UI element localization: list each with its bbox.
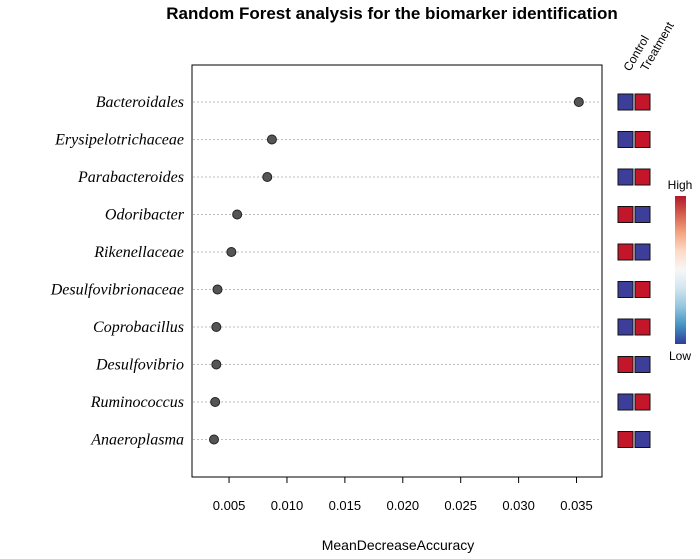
heatmap-cell — [617, 393, 634, 411]
category-label: Anaeroplasma — [90, 432, 184, 449]
category-label: Bacteroidales — [96, 94, 184, 111]
x-tick-label: 0.015 — [329, 498, 362, 513]
heatmap-cell — [634, 393, 651, 411]
x-tick-label: 0.030 — [502, 498, 535, 513]
category-label: Parabacteroides — [77, 169, 184, 186]
grid-lines — [193, 101, 601, 440]
heatmap-cell — [617, 131, 634, 148]
heatmap-cell — [634, 93, 651, 111]
x-tick-label: 0.035 — [560, 498, 593, 513]
heatmap-cell — [617, 356, 634, 373]
data-point — [211, 322, 222, 332]
data-point — [212, 284, 223, 295]
colorbar-low-label: Low — [669, 349, 691, 363]
category-labels: Bacteroidales Erysipelotrichaceae Parabact… — [50, 94, 185, 449]
heatmap-cell — [634, 356, 651, 373]
heatmap-cell — [634, 281, 651, 298]
category-label: Desulfovibrio — [95, 357, 184, 374]
heatmap-cell — [617, 206, 634, 223]
x-tick-label: 0.025 — [444, 498, 477, 513]
colorbar — [675, 196, 686, 344]
heatmap-cell — [617, 93, 634, 111]
x-tick-label: 0.005 — [213, 498, 246, 513]
data-point — [262, 172, 273, 182]
heatmap-cell — [634, 318, 651, 336]
data-point — [210, 397, 221, 407]
heatmap-cell — [617, 168, 634, 186]
heatmap-cell — [634, 431, 651, 448]
x-axis: 0.005 0.010 0.015 0.020 0.025 0.030 0.035 — [213, 477, 593, 513]
heatmap-cell — [634, 131, 651, 148]
category-label: Desulfovibrionaceae — [50, 282, 184, 299]
heatmap-cell — [617, 243, 634, 261]
x-tick-label: 0.010 — [271, 498, 304, 513]
heatmap-cell — [634, 243, 651, 261]
category-label: Ruminococcus — [90, 394, 184, 411]
heatmap-grid — [617, 93, 651, 448]
x-axis-title: MeanDecreaseAccuracy — [322, 537, 475, 553]
category-label: Erysipelotrichaceae — [54, 132, 184, 149]
data-point — [209, 434, 220, 445]
category-label: Odoribacter — [105, 207, 185, 224]
data-point — [226, 247, 237, 257]
chart-title: Random Forest analysis for the biomarker… — [166, 4, 618, 23]
heatmap-cell — [617, 281, 634, 298]
heatmap-cell — [634, 168, 651, 186]
heatmap-cell — [617, 431, 634, 448]
category-label: Rikenellaceae — [93, 244, 184, 261]
data-point — [232, 209, 243, 220]
heatmap-cell — [634, 206, 651, 223]
data-points — [209, 97, 584, 445]
data-point — [211, 359, 222, 370]
category-label: Coprobacillus — [93, 319, 184, 336]
data-point — [573, 97, 584, 107]
colorbar-high-label: High — [668, 178, 693, 192]
data-point — [266, 134, 277, 145]
x-tick-label: 0.020 — [387, 498, 420, 513]
plot-frame — [191, 64, 603, 478]
heatmap-cell — [617, 318, 634, 336]
